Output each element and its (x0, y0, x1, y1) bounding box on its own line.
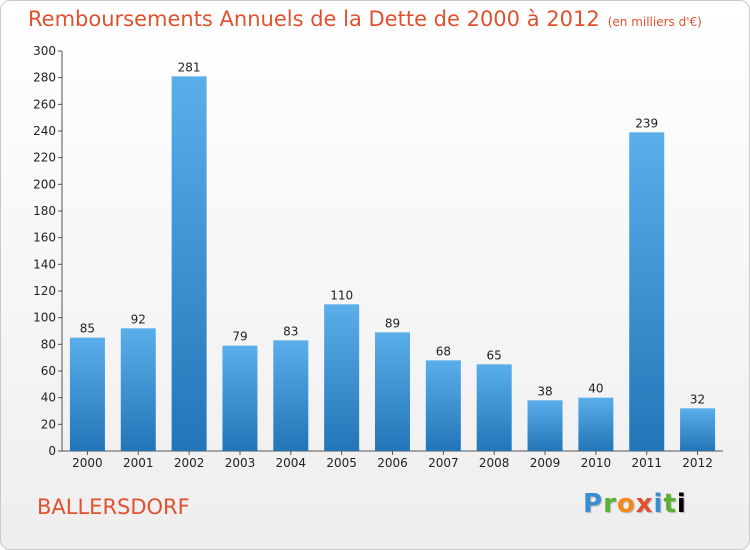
bar (222, 345, 258, 451)
bars (69, 76, 716, 452)
bar-value-label: 32 (690, 392, 705, 406)
y-tick-label: 160 (33, 231, 56, 245)
bar-value-label: 40 (588, 382, 603, 396)
y-tick-label: 20 (41, 417, 56, 431)
bar (324, 304, 360, 451)
x-tick-label: 2010 (581, 456, 612, 470)
y-tick-label: 120 (33, 284, 56, 298)
y-tick-label: 140 (33, 257, 56, 271)
bar-value-label: 79 (232, 330, 247, 344)
x-tick-label: 2002 (174, 456, 205, 470)
chart-subtitle: (en milliers d'€) (607, 15, 702, 29)
y-tick-label: 0 (48, 444, 56, 458)
commune-name: BALLERSDORF (37, 495, 190, 519)
y-tick-label: 40 (41, 391, 56, 405)
logo-letter: P (583, 489, 604, 519)
bar (578, 397, 614, 451)
bar (69, 337, 105, 451)
bar (425, 360, 461, 451)
x-tick-label: 2011 (631, 456, 662, 470)
bar (527, 400, 563, 451)
y-tick-label: 80 (41, 337, 56, 351)
y-tick-label: 280 (33, 71, 56, 85)
x-tick-label: 2007 (428, 456, 459, 470)
chart-title: Remboursements Annuels de la Dette de 20… (28, 7, 702, 31)
bar (375, 332, 410, 451)
bar (171, 76, 207, 451)
y-tick-label: 100 (33, 311, 56, 325)
data-labels: 85 92 281 79 83 110 89 68 65 38 40 239 32 (80, 60, 705, 406)
bar (680, 408, 716, 451)
y-tick-label: 180 (33, 204, 56, 218)
bar-value-label: 85 (80, 322, 95, 336)
x-tick-label: 2008 (479, 456, 510, 470)
x-tick-label: 2012 (682, 456, 713, 470)
bar (120, 328, 156, 451)
logo-letter: o (616, 489, 636, 519)
y-tick-label: 300 (33, 44, 56, 58)
x-tick-label: 2005 (326, 456, 357, 470)
bar (629, 132, 665, 452)
bar-value-label: 65 (487, 348, 502, 362)
y-tick-label: 240 (33, 124, 56, 138)
logo-letter: i (676, 489, 687, 519)
chart-title-text: Remboursements Annuels de la Dette de 20… (28, 7, 600, 31)
x-tick-label: 2006 (377, 456, 408, 470)
logo-letter: t (663, 489, 677, 519)
x-tick-label: 2000 (72, 456, 103, 470)
proxiti-logo: Proxiti (583, 489, 687, 519)
x-tick-label: 2004 (276, 456, 307, 470)
y-tick-label: 60 (41, 364, 56, 378)
bar-value-label: 38 (537, 384, 552, 398)
logo-letter: i (653, 489, 664, 519)
logo-letter: r (603, 489, 617, 519)
bar-value-label: 83 (283, 324, 298, 338)
x-tick-label: 2009 (530, 456, 561, 470)
bar-value-label: 281 (178, 60, 201, 74)
axes: 0 20 40 60 80 100 120 140 160 180 200 220 240 260 280 3… (33, 44, 723, 470)
bar (273, 340, 309, 451)
x-tick-label: 2001 (123, 456, 154, 470)
bar (476, 364, 512, 451)
y-tick-label: 220 (33, 151, 56, 165)
bar-value-label: 89 (385, 316, 400, 330)
bar-value-label: 68 (436, 344, 451, 358)
y-tick-label: 200 (33, 177, 56, 191)
bar-value-label: 92 (131, 312, 146, 326)
x-tick-label: 2003 (225, 456, 256, 470)
bar-value-label: 110 (330, 288, 353, 302)
y-tick-label: 260 (33, 97, 56, 111)
logo-letter: x (635, 489, 654, 519)
bar-value-label: 239 (635, 116, 658, 130)
